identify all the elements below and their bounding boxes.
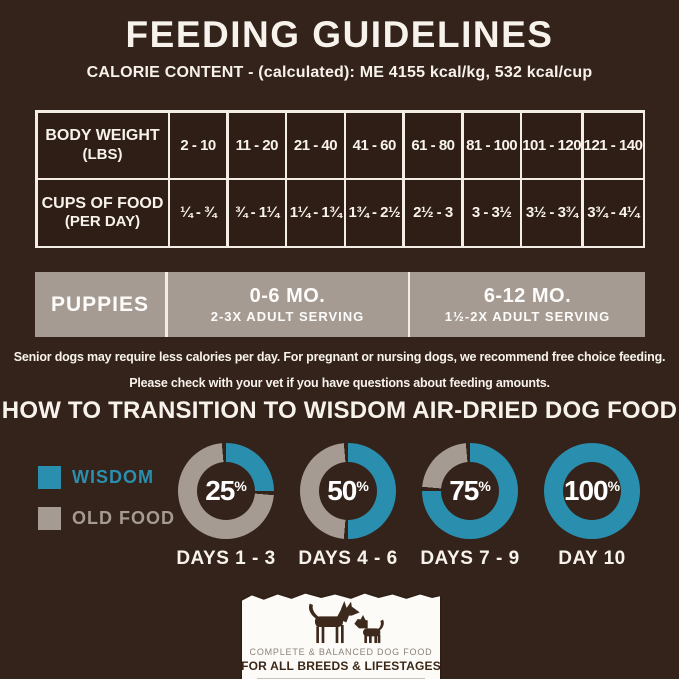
- donut-chart-75: 75%: [422, 443, 518, 539]
- wisdom-swatch-icon: [38, 466, 61, 489]
- weight-cell: 121 - 140: [583, 112, 643, 178]
- weight-cell: 61 - 80: [404, 112, 462, 178]
- donut-hole: 100%: [563, 462, 621, 520]
- old-food-swatch-icon: [38, 507, 61, 530]
- cups-cell: 3½ - 3¾: [522, 180, 582, 246]
- brand-tagline: COMPLETE & BALANCED DOG FOOD: [249, 647, 433, 658]
- note-line-2: Please check with your vet if you have q…: [129, 376, 550, 390]
- cups-of-food-label: CUPS OF FOOD: [41, 195, 164, 213]
- cups-cell: ¾ - 1¼: [228, 180, 285, 246]
- cups-cell: 2½ - 3: [404, 180, 462, 246]
- cups-of-food-unit: (PER DAY): [64, 213, 141, 231]
- donut-chart-100: 100%: [544, 443, 640, 539]
- donut-percent: 100%: [563, 475, 621, 506]
- cups-cell: ¼ - ¾: [170, 180, 227, 246]
- donut-label: DAY 10: [558, 548, 626, 569]
- donut-label: DAYS 4 - 6: [298, 548, 398, 569]
- brand-paper: COMPLETE & BALANCED DOG FOOD FOR ALL BRE…: [242, 591, 440, 679]
- donut-chart-50: 50%: [300, 443, 396, 539]
- body-weight-header: BODY WEIGHT (LBS): [37, 112, 168, 178]
- weight-cell: 2 - 10: [170, 112, 227, 178]
- transition-heading: HOW TO TRANSITION TO WISDOM AIR-DRIED DO…: [1, 397, 678, 424]
- cups-of-food-header: CUPS OF FOOD (PER DAY): [37, 180, 168, 246]
- weight-cell: 11 - 20: [228, 112, 285, 178]
- donut-percent: 25%: [205, 475, 247, 506]
- donut-hole: 50%: [319, 462, 377, 520]
- donut-label: DAYS 1 - 3: [176, 548, 276, 569]
- donut-hole: 75%: [441, 462, 499, 520]
- legend-item-old-food: OLD FOOD: [38, 507, 175, 530]
- transition-step-3: 75% DAYS 7 - 9: [405, 443, 535, 570]
- weight-cell: 101 - 120: [522, 112, 582, 178]
- legend-item-wisdom: WISDOM: [38, 466, 175, 489]
- donut-percent: 75%: [449, 475, 491, 506]
- transition-legend: WISDOM OLD FOOD: [38, 466, 175, 548]
- cups-cell: 1¾ - 2½: [346, 180, 403, 246]
- feeding-notes: Senior dogs may require less calories pe…: [0, 344, 679, 396]
- puppies-stage-6-12: 6-12 MO. 1½-2X ADULT SERVING: [410, 272, 645, 337]
- transition-step-1: 25% DAYS 1 - 3: [161, 443, 291, 570]
- donut-label: DAYS 7 - 9: [420, 548, 520, 569]
- two-dogs-icon: [308, 601, 384, 644]
- donut-percent: 50%: [327, 475, 369, 506]
- legend-label-wisdom: WISDOM: [72, 467, 154, 487]
- cups-cell: 3¾ - 4¼: [583, 180, 643, 246]
- donut-chart-25: 25%: [178, 443, 274, 539]
- calorie-content-text: CALORIE CONTENT - (calculated): ME 4155 …: [86, 64, 593, 81]
- donut-hole: 25%: [197, 462, 255, 520]
- brand-claim: FOR ALL BREEDS & LIFESTAGES: [241, 659, 441, 674]
- puppies-bar: PUPPIES 0-6 MO. 2-3X ADULT SERVING 6-12 …: [35, 272, 645, 337]
- feeding-table: BODY WEIGHT (LBS) 2 - 10 11 - 20 21 - 40…: [35, 110, 645, 248]
- weight-cell: 41 - 60: [346, 112, 403, 178]
- legend-label-old-food: OLD FOOD: [72, 508, 175, 528]
- puppies-header: PUPPIES: [35, 272, 165, 337]
- cups-cell: 3 - 3½: [463, 180, 520, 246]
- note-line-1: Senior dogs may require less calories pe…: [13, 350, 666, 364]
- weight-cell: 81 - 100: [463, 112, 520, 178]
- body-weight-label: BODY WEIGHT: [45, 127, 160, 145]
- page-title: FEEDING GUIDELINES: [125, 14, 554, 55]
- body-weight-unit: (LBS): [82, 145, 123, 163]
- transition-step-4: 100% DAY 10: [527, 443, 657, 570]
- transition-step-2: 50% DAYS 4 - 6: [283, 443, 413, 570]
- puppies-stage-0-6: 0-6 MO. 2-3X ADULT SERVING: [167, 272, 408, 337]
- weight-cell: 21 - 40: [287, 112, 344, 178]
- cups-cell: 1¼ - 1¾: [287, 180, 344, 246]
